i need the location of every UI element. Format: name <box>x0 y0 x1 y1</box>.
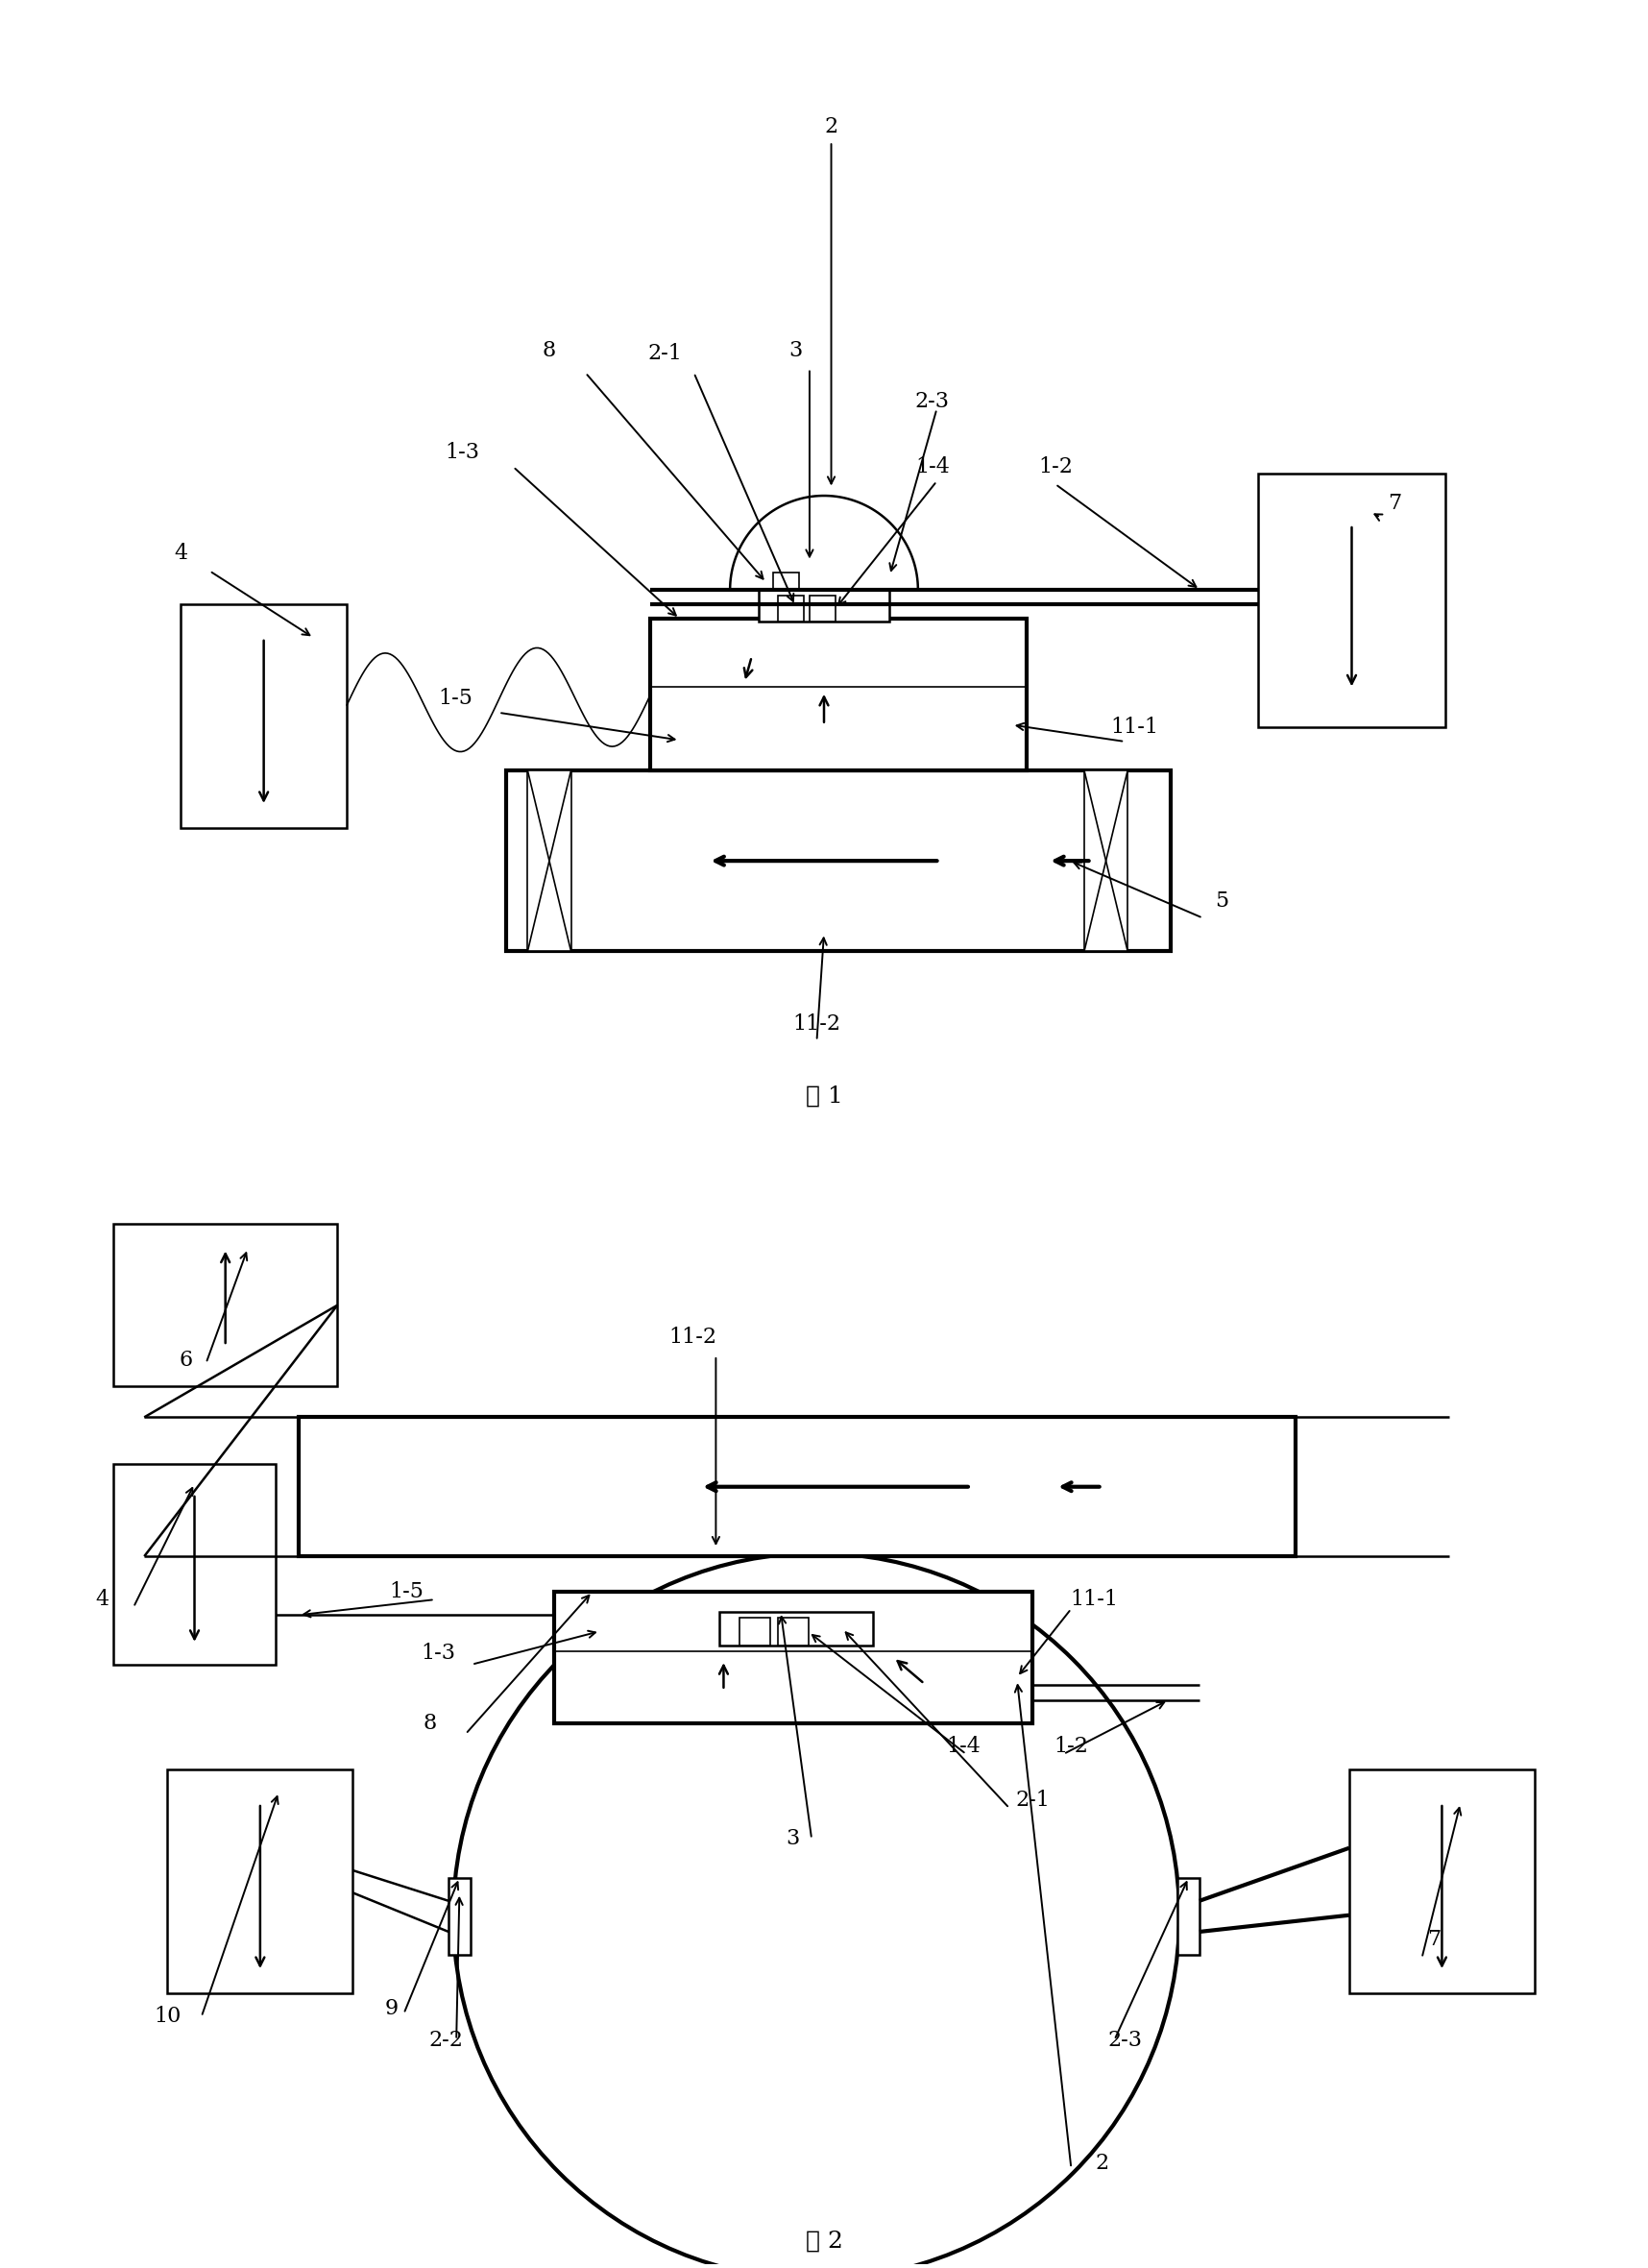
Text: 1-3: 1-3 <box>420 1642 455 1665</box>
Text: 7: 7 <box>1427 1930 1440 1950</box>
Text: 2-1: 2-1 <box>1015 1789 1050 1812</box>
Text: 6: 6 <box>180 1349 193 1370</box>
Text: 11-1: 11-1 <box>1070 1590 1119 1610</box>
Bar <box>181 603 346 828</box>
Bar <box>773 572 799 590</box>
Bar <box>1350 1769 1534 1994</box>
Bar <box>298 1418 1295 1556</box>
Text: 8: 8 <box>424 1712 437 1733</box>
Text: 4: 4 <box>173 542 188 565</box>
Text: 2: 2 <box>1096 2152 1109 2175</box>
Text: 1-2: 1-2 <box>1055 1735 1088 1758</box>
Bar <box>554 1592 1033 1724</box>
Text: 3: 3 <box>786 1828 799 1851</box>
Bar <box>1178 1878 1200 1955</box>
Text: 11-1: 11-1 <box>1111 717 1159 737</box>
Bar <box>506 771 1172 950</box>
Bar <box>448 1878 470 1955</box>
Text: 4: 4 <box>96 1590 109 1610</box>
Text: 10: 10 <box>153 2007 181 2028</box>
Text: 8: 8 <box>542 340 555 361</box>
Text: 3: 3 <box>788 340 803 361</box>
Bar <box>738 1617 770 1647</box>
Text: 2-3: 2-3 <box>1107 2030 1142 2050</box>
Text: 图 2: 图 2 <box>806 2229 842 2252</box>
Text: 1-2: 1-2 <box>1038 456 1073 476</box>
Bar <box>114 1225 338 1386</box>
Bar <box>778 596 804 621</box>
Text: 1-5: 1-5 <box>389 1581 424 1603</box>
Text: 1-4: 1-4 <box>946 1735 981 1758</box>
Bar <box>114 1463 275 1665</box>
Text: 1-4: 1-4 <box>915 456 949 476</box>
Text: 11-2: 11-2 <box>669 1327 717 1347</box>
Bar <box>760 590 888 621</box>
Text: 9: 9 <box>384 1998 399 2019</box>
Text: 7: 7 <box>1388 492 1402 513</box>
Bar <box>809 596 836 621</box>
Text: 2-2: 2-2 <box>428 2030 463 2050</box>
Text: 11-2: 11-2 <box>793 1014 840 1034</box>
Bar <box>527 771 570 950</box>
Bar <box>651 619 1027 771</box>
Text: 1-3: 1-3 <box>445 442 480 463</box>
Text: 2-1: 2-1 <box>648 342 682 365</box>
Bar <box>719 1613 873 1647</box>
Bar <box>168 1769 353 1994</box>
Bar <box>778 1617 809 1647</box>
Bar <box>1084 771 1127 950</box>
Text: 图 1: 图 1 <box>806 1084 842 1107</box>
Text: 2: 2 <box>824 116 839 138</box>
Text: 5: 5 <box>1215 889 1228 912</box>
Text: 1-5: 1-5 <box>438 687 473 708</box>
Bar <box>1257 474 1445 728</box>
Text: 2-3: 2-3 <box>915 390 949 413</box>
